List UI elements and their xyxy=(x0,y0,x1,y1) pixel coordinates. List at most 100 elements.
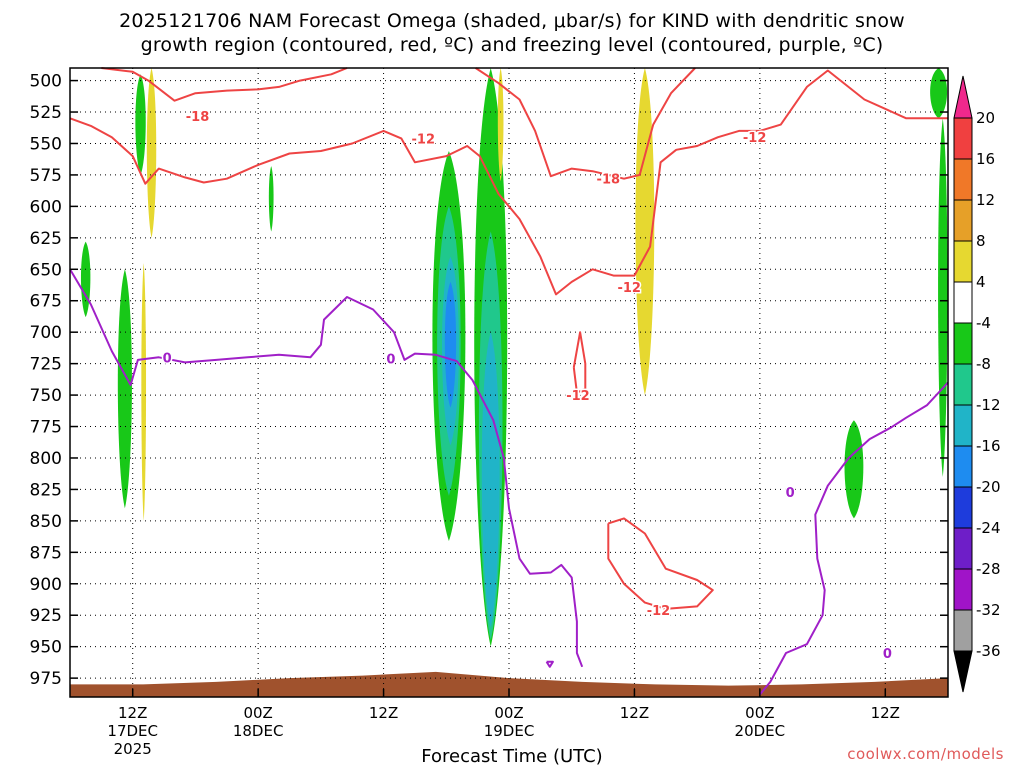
colorbar-label-10: -24 xyxy=(976,519,1001,537)
omega-region-17 xyxy=(497,68,504,182)
y-tick-label-1: 525 xyxy=(30,103,62,123)
colorbar: 20 16 12 8 4 -4 -8 -12 -16 -20 -24 -28 -32 -36 xyxy=(953,75,1001,693)
colorbar-swatch-11 xyxy=(953,568,973,611)
y-tick-label-5: 625 xyxy=(30,229,62,249)
contour-line-5 xyxy=(69,268,584,668)
colorbar-label-7: -12 xyxy=(976,396,1001,414)
contour-line-0 xyxy=(69,69,948,296)
x-tick-label-1-0: 00Z xyxy=(243,704,272,722)
omega-region-14 xyxy=(146,68,157,238)
x-tick-label-3-0: 00Z xyxy=(494,704,523,722)
colorbar-label-11: -28 xyxy=(976,560,1001,578)
y-tick-label-15: 875 xyxy=(30,543,62,563)
y-tick-label-7: 675 xyxy=(30,292,62,312)
ground-surface xyxy=(70,671,948,697)
y-tick-label-3: 575 xyxy=(30,166,62,186)
contour-label-5: -12 xyxy=(566,389,590,404)
omega-region-13 xyxy=(938,118,948,477)
chart-title-line1: 2025121706 NAM Forecast Omega (shaded, μ… xyxy=(119,10,905,32)
y-tick-label-11: 775 xyxy=(30,418,62,438)
colorbar-swatch-2 xyxy=(953,199,973,242)
omega-region-3 xyxy=(268,166,274,232)
x-tick-label-4-0: 12Z xyxy=(620,704,649,722)
y-tick-label-0: 500 xyxy=(30,72,62,92)
contour-label-2: -18 xyxy=(597,173,621,188)
colorbar-swatch-1 xyxy=(953,158,973,201)
colorbar-swatch-8 xyxy=(953,445,973,488)
colorbar-label-0: 20 xyxy=(976,109,995,127)
contour-label-8: 0 xyxy=(386,353,395,368)
omega-region-11 xyxy=(844,420,864,519)
colorbar-label-1: 16 xyxy=(976,150,995,168)
colorbar-swatch-12 xyxy=(953,609,973,652)
colorbar-swatch-3 xyxy=(953,240,973,283)
y-tick-label-6: 650 xyxy=(30,260,62,280)
x-tick-label-6-0: 12Z xyxy=(871,704,900,722)
grid-lines xyxy=(70,68,948,697)
contour-label-10: 0 xyxy=(883,647,892,662)
contour-label-3: -12 xyxy=(617,281,641,296)
y-tick-label-10: 750 xyxy=(30,386,62,406)
x-tick-label-5-0: 00Z xyxy=(745,704,774,722)
contour-label-1: -12 xyxy=(412,132,436,147)
colorbar-label-2: 12 xyxy=(976,191,995,209)
y-tick-label-17: 925 xyxy=(30,606,62,626)
contour-line-1 xyxy=(101,67,348,102)
colorbar-label-6: -8 xyxy=(976,355,991,373)
contour-label-4: -12 xyxy=(743,131,767,146)
y-tick-label-18: 950 xyxy=(30,638,62,658)
omega-region-2 xyxy=(117,269,132,509)
colorbar-label-5: -4 xyxy=(976,314,991,332)
colorbar-swatch-4 xyxy=(953,281,973,324)
contour-label-7: 0 xyxy=(163,351,172,366)
chart-title-line2: growth region (contoured, red, ºC) and f… xyxy=(140,34,884,56)
omega-region-12 xyxy=(930,68,948,119)
omega-region-1 xyxy=(80,241,91,318)
omega-region-0 xyxy=(135,74,146,175)
site-credit: coolwx.com/models xyxy=(847,745,1004,763)
y-tick-label-13: 825 xyxy=(30,480,62,500)
omega-region-16 xyxy=(635,68,655,396)
contour-lines xyxy=(69,67,949,696)
omega-region-7 xyxy=(444,281,457,408)
contour-line-3 xyxy=(572,331,587,394)
contour-line-4 xyxy=(607,517,714,610)
contour-labels: -18 -12 -18 -12 -12 -12 -12 0 0 0 0 xyxy=(161,108,893,663)
omega-shading xyxy=(80,68,948,647)
ground-fill xyxy=(70,671,948,697)
colorbar-swatch-6 xyxy=(953,363,973,406)
x-tick-label-3-1: 19DEC xyxy=(484,722,535,740)
colorbar-label-13: -36 xyxy=(976,642,1001,660)
colorbar-swatch-10 xyxy=(953,527,973,570)
y-axis: 500 525 550 575 600 625 650 675 700 725 750 775 800 8… xyxy=(30,72,948,689)
colorbar-top-arrow xyxy=(953,75,973,119)
y-tick-label-19: 975 xyxy=(30,669,62,689)
y-tick-label-4: 600 xyxy=(30,197,62,217)
x-tick-label-0-0: 12Z xyxy=(118,704,147,722)
y-tick-label-8: 700 xyxy=(30,323,62,343)
colorbar-label-8: -16 xyxy=(976,437,1001,455)
x-tick-label-2-0: 12Z xyxy=(369,704,398,722)
colorbar-label-3: 8 xyxy=(976,232,986,250)
y-tick-label-14: 850 xyxy=(30,512,62,532)
colorbar-swatch-9 xyxy=(953,486,973,529)
colorbar-swatch-5 xyxy=(953,322,973,365)
x-tick-label-0-2: 2025 xyxy=(114,740,152,758)
contour-label-9: 0 xyxy=(786,486,795,501)
y-tick-label-16: 900 xyxy=(30,575,62,595)
omega-region-15 xyxy=(141,262,147,521)
plot-frame xyxy=(69,67,949,698)
contour-line-7 xyxy=(545,660,554,668)
colorbar-label-9: -20 xyxy=(976,478,1001,496)
colorbar-label-4: 4 xyxy=(976,273,986,291)
y-tick-label-2: 550 xyxy=(30,134,62,154)
x-tick-label-1-1: 18DEC xyxy=(233,722,284,740)
x-tick-label-0-1: 17DEC xyxy=(107,722,158,740)
contour-label-6: -12 xyxy=(647,604,671,619)
contour-line-2 xyxy=(475,67,696,180)
colorbar-swatch-7 xyxy=(953,404,973,447)
colorbar-label-12: -32 xyxy=(976,601,1001,619)
colorbar-swatch-0 xyxy=(953,117,973,160)
